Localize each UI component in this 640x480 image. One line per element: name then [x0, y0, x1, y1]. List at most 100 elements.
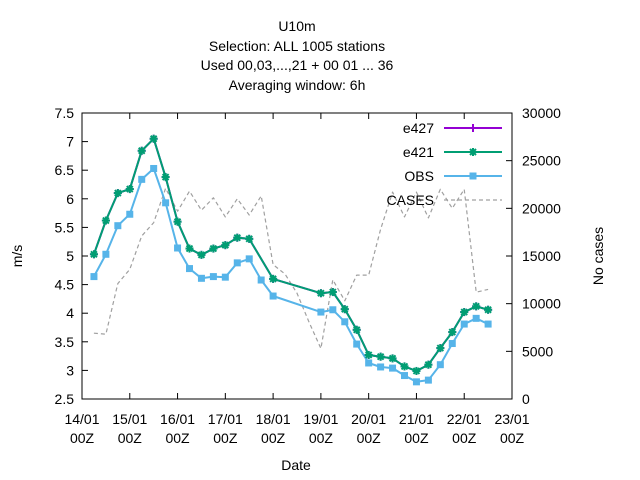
data-point-e421 [472, 302, 481, 311]
data-point-obs [245, 255, 253, 263]
data-point-e421-d2 [317, 289, 325, 297]
data-point-e421 [197, 250, 206, 259]
x-tick-label-date: 18/01 [256, 411, 291, 427]
data-point-e421-d2 [341, 305, 349, 313]
y2-tick-label: 5000 [522, 343, 553, 359]
data-point-e421-d2 [364, 351, 373, 359]
y-axis-label: m/s [9, 245, 25, 268]
x-tick-label-hour: 00Z [118, 430, 143, 446]
data-point-e421-d2 [472, 302, 480, 311]
data-point-obs [424, 376, 432, 384]
plot-frame [81, 112, 513, 400]
legend-marker-obs [469, 172, 477, 180]
data-point-e421 [137, 146, 146, 155]
x-tick-label-date: 14/01 [64, 411, 99, 427]
data-point-e421 [448, 328, 457, 337]
data-point-e421-d2 [185, 244, 194, 253]
data-point-e421-d2 [329, 288, 337, 296]
data-point-e421 [269, 274, 278, 283]
data-point-e421-d2 [269, 275, 277, 283]
y-tick-label: 6 [66, 191, 74, 207]
data-point-e421-d2 [209, 244, 218, 253]
data-point-e421-d2 [353, 326, 361, 334]
data-point-obs [186, 265, 193, 273]
series-e421 [89, 134, 493, 375]
y-tick-label: 3 [66, 362, 74, 378]
data-point-obs [329, 306, 337, 314]
legend-label-e427: e427 [403, 120, 434, 136]
chart-subtitle-window: Averaging window: 6h [229, 77, 366, 93]
data-point-e421 [484, 305, 493, 314]
x-tick-label-date: 22/01 [447, 411, 482, 427]
data-point-obs [138, 175, 146, 183]
data-point-e421 [328, 288, 337, 297]
data-point-obs [90, 273, 98, 281]
legend-marker-e421 [469, 148, 477, 156]
data-point-e421-d2 [376, 352, 385, 361]
y-tick-label: 6.5 [55, 162, 75, 178]
x-tick-label-date: 16/01 [160, 411, 195, 427]
data-point-e421 [245, 234, 254, 243]
x-tick-label-date: 23/01 [494, 411, 529, 427]
data-point-e421 [412, 366, 421, 375]
data-point-obs [460, 320, 468, 328]
y-tick-label: 4.5 [55, 277, 75, 293]
data-point-e421 [185, 244, 194, 253]
data-point-obs [209, 273, 217, 281]
y-tick-label: 7 [66, 134, 74, 150]
data-point-obs [221, 273, 229, 281]
x-axis-label: Date [281, 457, 311, 473]
x-tick-label-hour: 00Z [404, 430, 429, 446]
data-point-e421 [101, 216, 110, 225]
x-tick-label-hour: 00Z [452, 430, 477, 446]
y2-tick-label: 15000 [522, 248, 561, 264]
legend-label-e421: e421 [403, 144, 434, 160]
data-point-e421-d2 [233, 233, 241, 242]
legend-label-obs: OBS [404, 168, 434, 184]
x-tick-label-date: 17/01 [208, 411, 243, 427]
data-point-obs [389, 364, 397, 372]
chart-subtitle-used: Used 00,03,...,21 + 00 01 ... 36 [201, 57, 394, 73]
data-point-e421 [161, 173, 170, 182]
data-point-obs [174, 244, 182, 252]
data-point-obs [353, 340, 361, 348]
y-tick-label: 5 [66, 248, 74, 264]
data-point-obs [436, 361, 444, 369]
x-tick-label-date: 15/01 [112, 411, 147, 427]
data-point-e421-d2 [412, 367, 421, 375]
legend: e427 e421 OBS CASES [387, 120, 502, 208]
data-point-e421-d2 [245, 235, 253, 243]
legend-marker-e427 [469, 124, 477, 132]
data-point-obs [150, 164, 158, 172]
data-point-e421-d2 [448, 328, 456, 336]
legend-label-cases: CASES [387, 192, 434, 208]
data-point-obs [317, 308, 325, 316]
x-tick-label-date: 20/01 [351, 411, 386, 427]
data-point-e421 [173, 217, 182, 226]
y-tick-label: 7.5 [55, 105, 75, 121]
data-point-e421-d2 [126, 185, 134, 193]
data-point-obs [412, 378, 420, 386]
x-tick-label-hour: 00Z [261, 430, 286, 446]
series-layer [89, 134, 493, 386]
y2-axis-label: No cases [590, 227, 606, 285]
data-point-e421 [340, 305, 349, 314]
x-tick-label-date: 21/01 [399, 411, 434, 427]
y-tick-label: 3.5 [55, 334, 75, 350]
data-point-obs [484, 320, 492, 328]
data-point-e421-d2 [460, 308, 468, 316]
data-point-e421 [316, 289, 325, 298]
data-point-e421-d2 [90, 250, 98, 258]
data-point-e421-d2 [114, 189, 122, 197]
x-tick-label-hour: 00Z [500, 430, 525, 446]
data-point-obs [341, 318, 349, 326]
chart-title: U10m [278, 18, 315, 34]
y2-tick-label: 30000 [522, 105, 561, 121]
data-point-e421 [460, 308, 469, 317]
data-point-obs [448, 340, 456, 348]
data-point-e421 [364, 350, 373, 359]
data-point-e421 [125, 185, 134, 194]
data-point-obs [102, 250, 110, 258]
data-point-e421 [424, 360, 433, 369]
